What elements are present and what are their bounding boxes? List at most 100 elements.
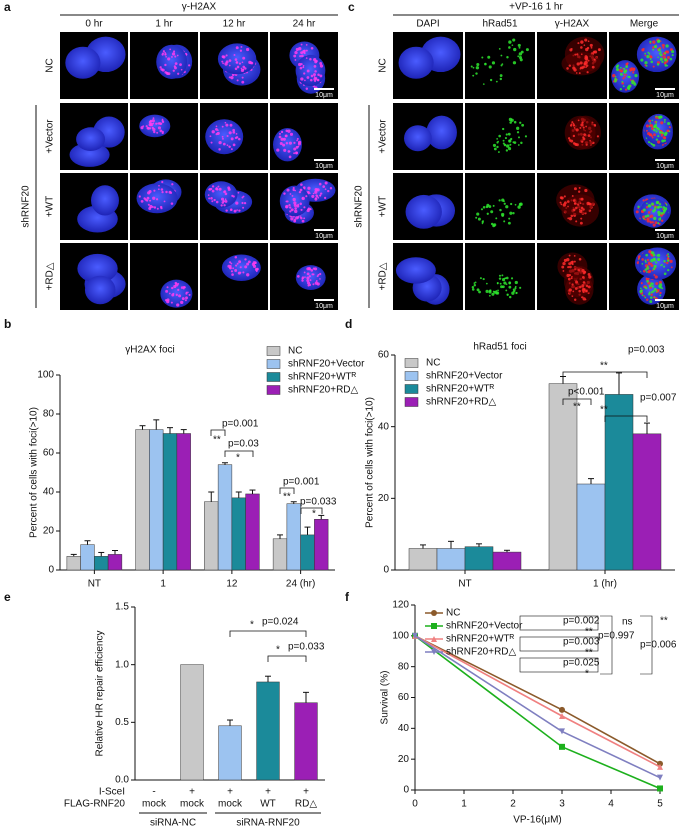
focus [472,66,475,69]
focus [305,44,308,46]
x-tick-label: 1 [461,799,467,810]
focus [641,258,644,261]
legend-swatch [404,358,419,368]
x-tick-label: 3 [559,799,565,810]
y-tick-label: 1.0 [115,659,129,670]
focus [230,148,233,151]
focus [302,64,305,67]
focus [648,291,651,294]
focus [167,57,171,61]
bar [231,497,246,571]
focus [647,261,651,265]
focus [296,137,299,140]
focus [653,264,657,269]
y-tick-label: 120 [392,600,409,611]
focus [319,62,323,65]
annotation: p=0.003 [563,637,600,648]
focus [188,293,191,296]
focus [285,205,288,209]
focus [221,60,224,63]
focus [649,216,652,219]
focus [294,209,298,214]
focus [503,202,506,205]
focus [568,217,573,221]
legend-marker [431,649,437,655]
focus [310,46,314,50]
focus [593,50,598,54]
focus [505,289,508,292]
y-axis-label: Percent of cells with foci(>10) [29,407,40,538]
point [657,763,663,770]
focus [631,82,634,85]
bar [286,503,301,571]
focus [493,290,497,294]
focus [655,138,659,141]
legend-swatch [404,384,419,394]
bracket [604,415,648,422]
error-bar [235,491,242,498]
focus [577,269,581,272]
focus [574,202,576,205]
scale-label: 10μm [656,92,674,99]
x-axis-label: VP-16(μM) [513,815,562,826]
focus [146,126,150,130]
micrograph: 10μm [609,243,679,310]
bar [314,519,329,571]
focus [585,57,589,61]
focus [657,222,660,225]
focus [178,294,182,298]
focus [503,281,507,285]
row-label: NC [378,58,389,72]
nucleus [636,36,677,73]
micrograph [393,243,463,310]
focus [227,187,231,191]
focus [234,58,238,61]
focus [232,143,236,147]
focus [491,292,495,296]
focus [249,61,253,65]
focus [659,292,662,294]
focus [224,121,227,124]
y-tick-label: 20 [398,754,410,765]
panel-title: γ-H2AX [182,2,217,13]
focus [641,48,645,52]
focus [504,277,507,279]
focus [661,144,664,146]
focus [295,151,298,154]
focus [508,46,511,49]
focus [661,60,664,64]
focus [649,284,652,287]
focus [244,67,247,70]
focus [148,207,152,211]
focus [300,63,303,66]
focus [502,139,505,142]
focus [664,131,668,135]
focus [478,290,481,294]
focus [301,196,305,201]
y-tick-label: 0.0 [115,775,129,786]
focus [229,123,233,127]
focus [659,217,662,219]
focus [644,61,648,65]
annotation: p=0.033 [288,642,325,653]
legend-label: shRNF20+Vector [426,371,503,382]
bracket [600,615,613,675]
focus [314,188,318,192]
focus [645,277,648,280]
focus [512,288,515,291]
focus [654,206,657,209]
legend-swatch [266,372,281,382]
y-tick-label: 40 [378,421,390,432]
focus [566,258,570,262]
scale-label: 10μm [315,92,333,99]
x-tick-label: NT [458,579,471,590]
focus [568,139,572,142]
focus [153,130,156,134]
focus [652,253,656,257]
focus [470,65,473,68]
focus [279,132,281,135]
focus [573,187,577,191]
focus [652,128,656,132]
y-axis-label: Percent of cells with foci(>10) [365,397,376,528]
focus [651,221,654,224]
